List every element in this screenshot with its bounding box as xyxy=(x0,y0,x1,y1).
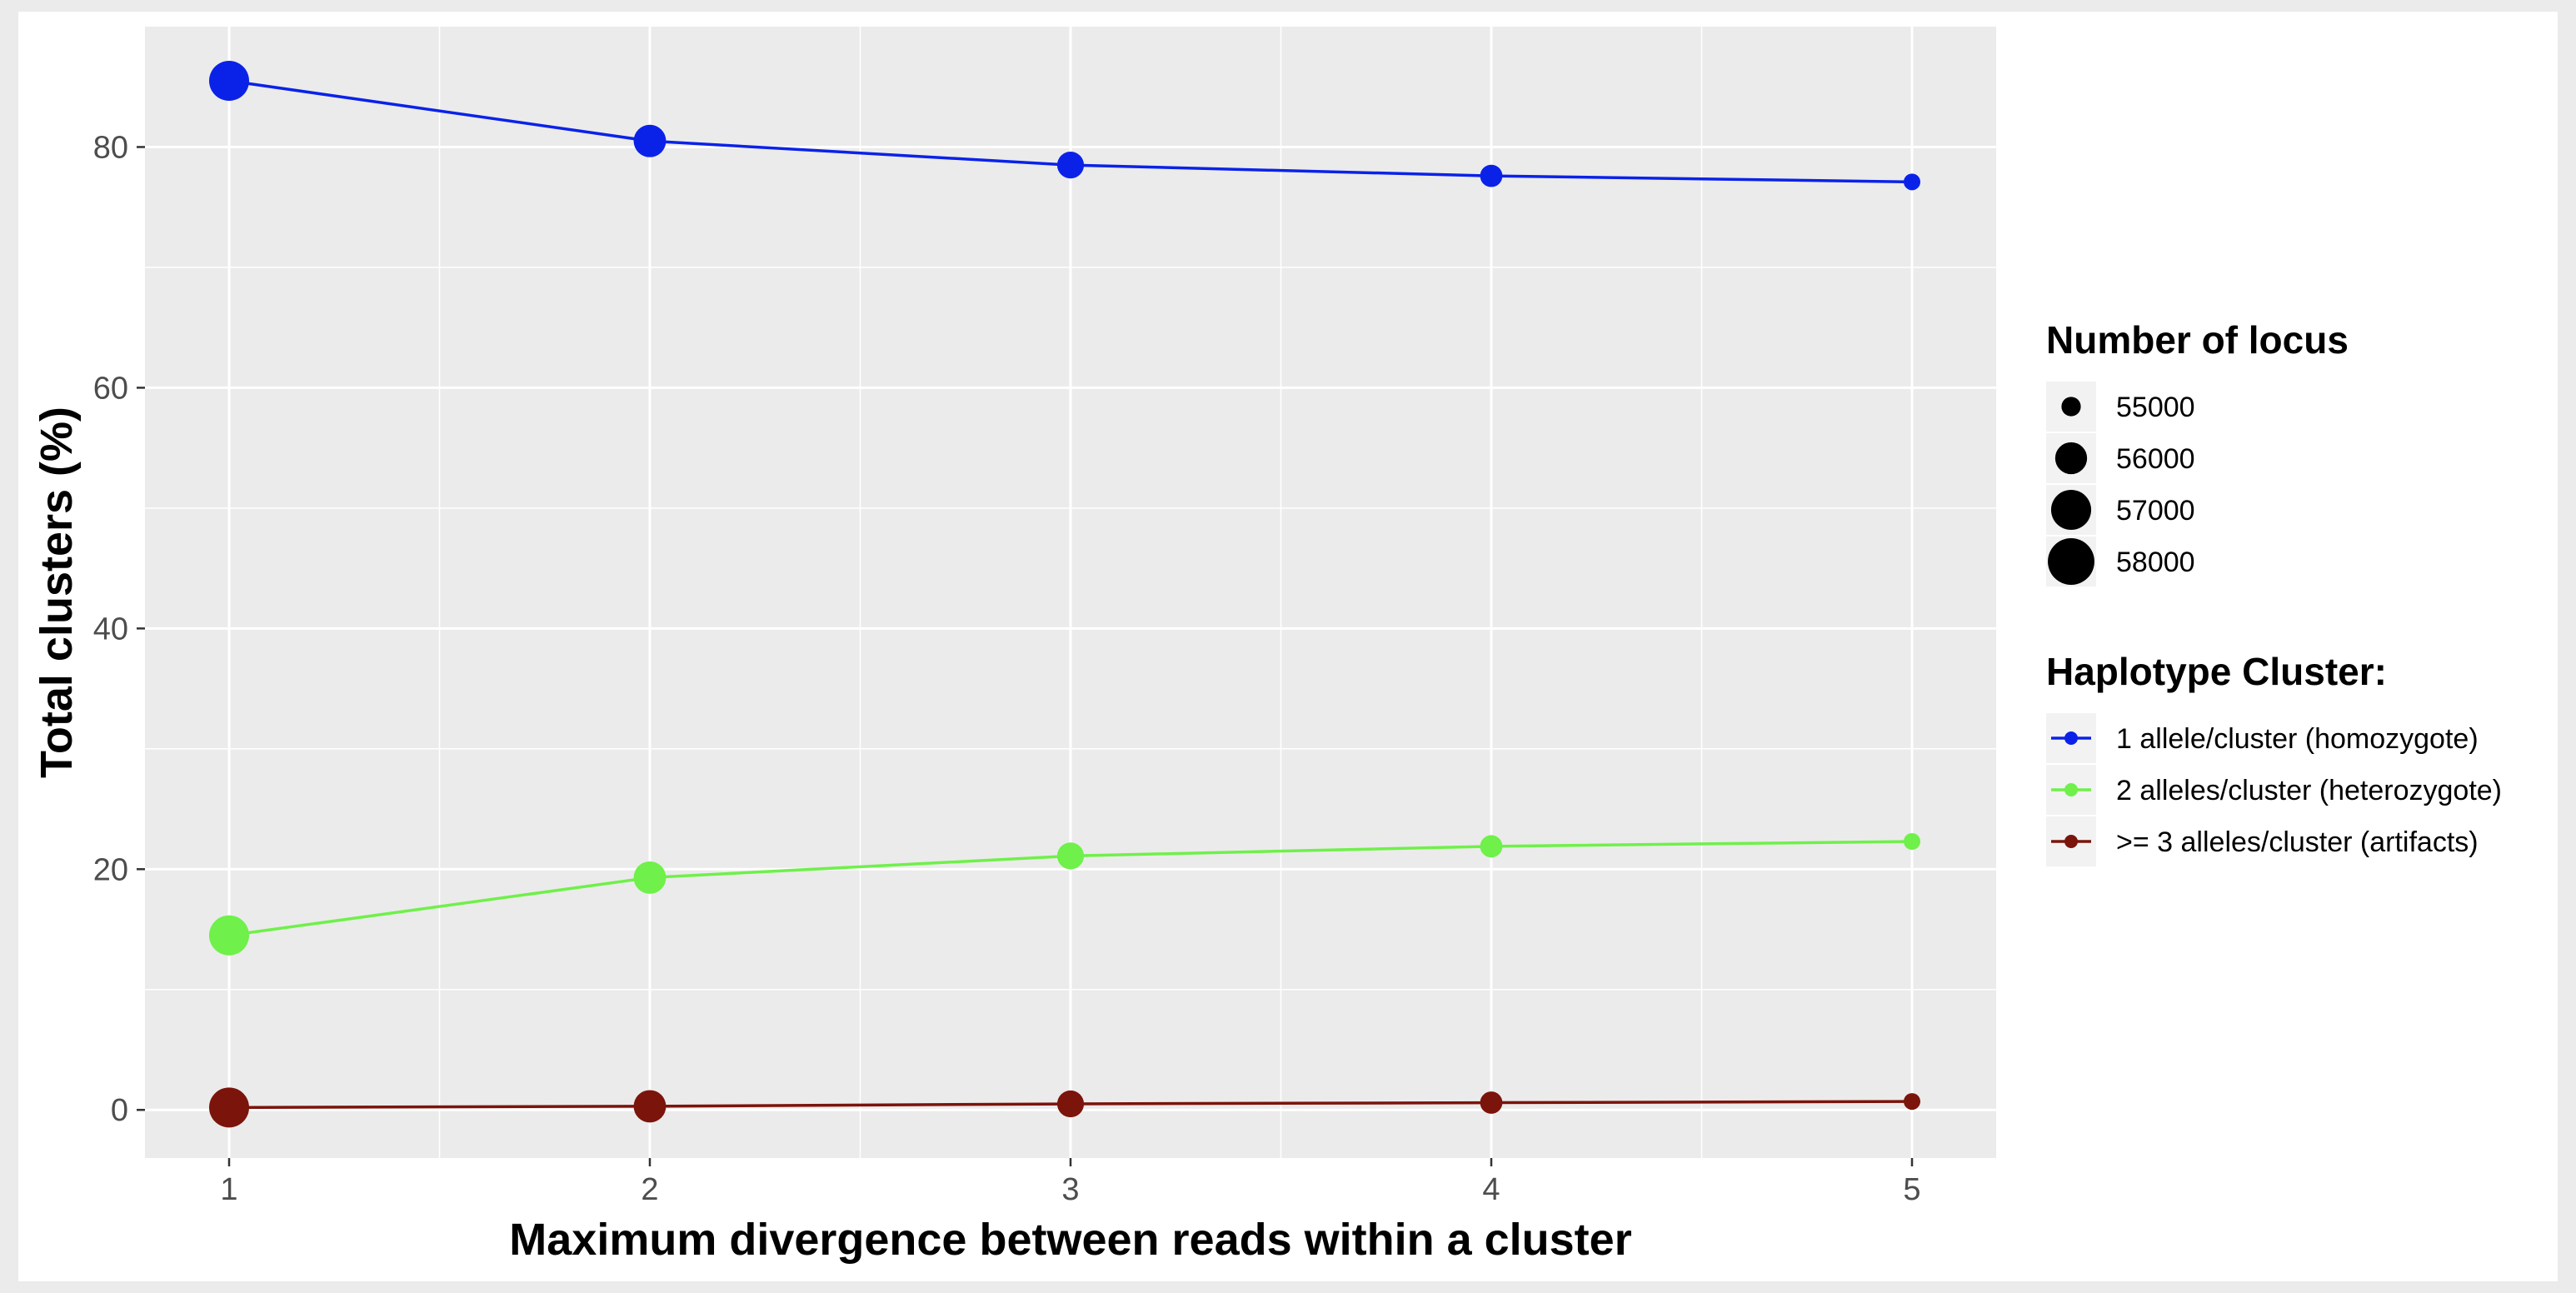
color-legend-dot xyxy=(2064,731,2078,745)
data-point xyxy=(1480,1091,1503,1114)
size-legend-dot xyxy=(2061,397,2081,417)
data-point xyxy=(1904,173,1920,191)
size-legend-label: 57000 xyxy=(2116,495,2195,527)
color-legend-label: 1 allele/cluster (homozygote) xyxy=(2116,723,2479,755)
x-axis-title: Maximum divergence between reads within … xyxy=(509,1215,1631,1265)
color-legend-label: >= 3 alleles/cluster (artifacts) xyxy=(2116,826,2479,858)
data-point xyxy=(1480,835,1503,858)
data-point xyxy=(1904,1093,1920,1111)
x-tick-label: 1 xyxy=(220,1172,237,1207)
data-point xyxy=(633,1090,666,1123)
y-tick-label: 80 xyxy=(93,130,128,165)
data-point xyxy=(209,915,249,956)
color-legend-dot xyxy=(2064,835,2078,848)
x-tick-label: 2 xyxy=(641,1172,658,1207)
data-point xyxy=(1056,1090,1085,1118)
y-tick-label: 40 xyxy=(93,612,128,646)
x-tick-label: 4 xyxy=(1482,1172,1500,1207)
y-axis-title: Total clusters (%) xyxy=(32,407,82,778)
chart-frame: 0 20 40 60 80 1 2 3 4 5 Maximum divergence between… xyxy=(18,12,2558,1281)
size-legend-label: 56000 xyxy=(2116,443,2195,475)
data-point xyxy=(209,61,249,102)
y-tick-label: 60 xyxy=(93,371,128,406)
data-point xyxy=(1904,833,1920,851)
color-legend-dot xyxy=(2064,783,2078,796)
size-legend-title: Number of locus xyxy=(2046,318,2349,362)
x-tick-label: 3 xyxy=(1061,1172,1079,1207)
size-legend-dot xyxy=(2048,538,2094,585)
size-legend-dot xyxy=(2050,489,2092,531)
line-chart: 0 20 40 60 80 1 2 3 4 5 Maximum divergence between… xyxy=(32,27,2502,1265)
color-legend-label: 2 alleles/cluster (heterozygote) xyxy=(2116,775,2502,806)
data-point xyxy=(633,124,666,157)
size-legend-label: 58000 xyxy=(2116,547,2195,578)
y-tick-label: 0 xyxy=(111,1093,128,1128)
data-point xyxy=(1480,164,1503,187)
size-legend-dot xyxy=(2054,442,2088,475)
data-point xyxy=(209,1087,249,1128)
color-legend-title: Haplotype Cluster: xyxy=(2046,650,2387,693)
data-point xyxy=(633,861,666,894)
data-point xyxy=(1056,152,1085,179)
y-tick-label: 20 xyxy=(93,852,128,887)
data-point xyxy=(1056,842,1085,870)
size-legend-label: 55000 xyxy=(2116,392,2195,423)
x-tick-label: 5 xyxy=(1903,1172,1920,1207)
